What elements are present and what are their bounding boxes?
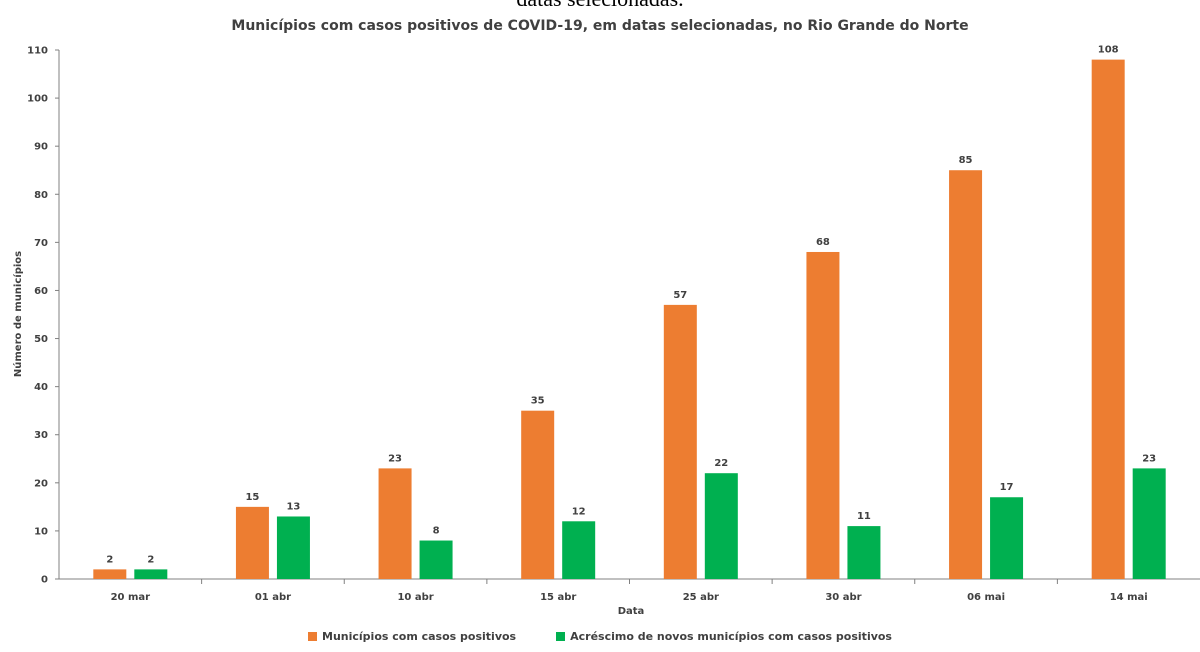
y-tick-label: 70	[34, 238, 48, 249]
legend-swatch-orange	[308, 632, 317, 641]
x-tick-label: 25 abr	[683, 592, 719, 603]
data-label: 17	[1000, 482, 1014, 493]
data-label: 2	[147, 554, 154, 565]
y-tick-label: 0	[41, 575, 48, 586]
bar-municipios	[949, 170, 983, 579]
legend-label-series-2: Acréscimo de novos municípios com casos …	[570, 630, 892, 643]
x-tick-label: 14 mai	[1110, 592, 1148, 603]
bar-municipios	[806, 251, 840, 579]
y-tick-label: 10	[34, 526, 48, 537]
x-tick-label: 01 abr	[255, 592, 291, 603]
data-label: 57	[673, 290, 687, 301]
bar-acrescimo	[419, 540, 453, 579]
cropped-heading-text: datas selecionadas.	[0, 0, 1200, 12]
legend-label-series-1: Municípios com casos positivos	[322, 630, 517, 643]
bar-acrescimo	[562, 521, 596, 579]
y-tick-label: 20	[34, 478, 48, 489]
data-label: 12	[572, 506, 586, 517]
y-axis-title: Número de municípios	[12, 251, 24, 377]
data-label: 22	[714, 458, 728, 469]
bar-municipios	[378, 468, 412, 579]
data-label: 15	[245, 492, 259, 503]
x-tick-label: 10 abr	[397, 592, 433, 603]
y-tick-label: 60	[34, 286, 48, 297]
y-tick-label: 100	[27, 94, 48, 105]
y-tick-label: 50	[34, 334, 48, 345]
y-tick-label: 80	[34, 190, 48, 201]
x-axis-title: Data	[618, 606, 645, 617]
data-label: 23	[1142, 453, 1156, 464]
x-tick-label: 30 abr	[825, 592, 861, 603]
bar-acrescimo	[276, 516, 310, 579]
x-tick-label: 20 mar	[111, 592, 151, 603]
bar-municipios	[521, 410, 555, 579]
bar-municipios	[1091, 59, 1125, 580]
legend-item-series-2: Acréscimo de novos municípios com casos …	[556, 630, 892, 643]
bar-acrescimo	[1132, 468, 1166, 579]
data-label: 85	[959, 155, 973, 166]
data-label: 8	[433, 526, 440, 537]
bar-acrescimo	[134, 569, 168, 579]
y-tick-label: 40	[34, 382, 48, 393]
x-tick-label: 15 abr	[540, 592, 576, 603]
legend: Municípios com casos positivos Acréscimo…	[0, 630, 1200, 643]
x-tick-label: 06 mai	[967, 592, 1005, 603]
data-label: 23	[388, 453, 402, 464]
data-label: 35	[531, 396, 545, 407]
data-label: 68	[816, 237, 830, 248]
data-label: 2	[106, 554, 113, 565]
y-tick-label: 30	[34, 430, 48, 441]
bar-acrescimo	[990, 497, 1024, 579]
y-tick-label: 90	[34, 142, 48, 153]
bar-municipios	[235, 506, 269, 579]
y-tick-label: 110	[27, 46, 48, 57]
bar-municipios	[93, 569, 127, 579]
legend-item-series-1: Municípios com casos positivos	[308, 630, 516, 643]
chart-title: Municípios com casos positivos de COVID-…	[231, 18, 969, 34]
data-label: 13	[286, 501, 300, 512]
legend-swatch-green	[556, 632, 566, 641]
bar-acrescimo	[847, 526, 881, 579]
data-label: 11	[857, 511, 871, 522]
data-label: 108	[1098, 45, 1119, 56]
bar-acrescimo	[704, 473, 738, 579]
bar-municipios	[663, 304, 697, 579]
